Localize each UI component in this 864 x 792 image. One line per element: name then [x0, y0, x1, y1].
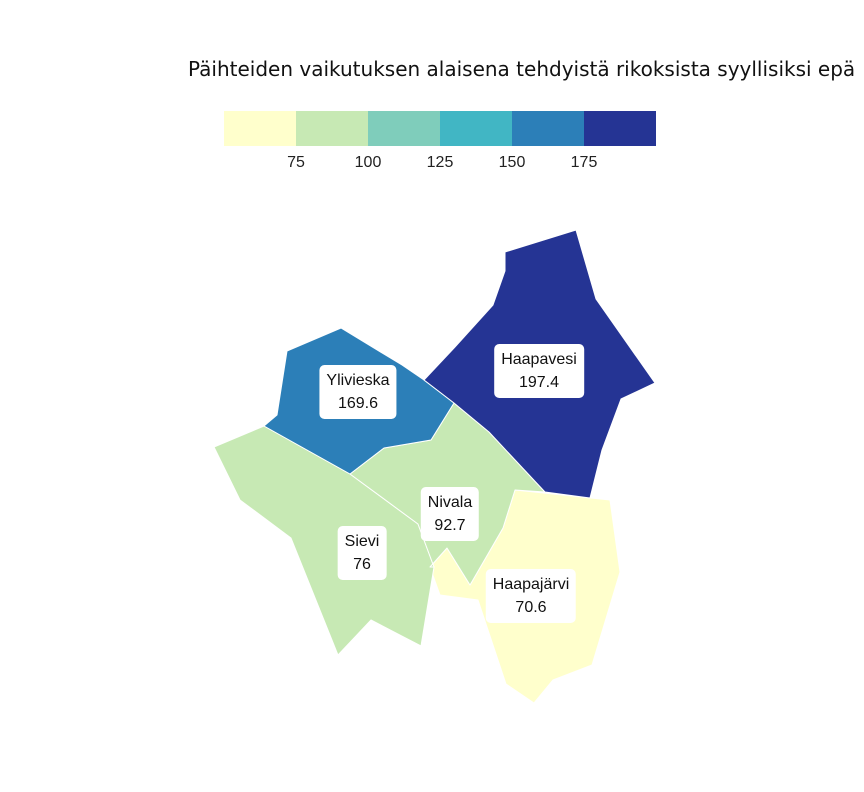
- region-label-haapajarvi: Haapajärvi 70.6: [485, 569, 577, 623]
- region-label-ylivieska: Ylivieska 169.6: [319, 365, 397, 419]
- region-value: 70.6: [515, 599, 547, 616]
- legend-tick-label: 75: [287, 154, 305, 171]
- region-value: 92.7: [434, 517, 466, 534]
- legend-tick-label: 100: [354, 154, 382, 171]
- region-value: 197.4: [518, 374, 560, 391]
- legend-tick-label: 150: [498, 154, 526, 171]
- region-label-nivala: Nivala 92.7: [420, 487, 480, 541]
- region-name: Nivala: [427, 494, 473, 511]
- legend-swatch: [368, 111, 440, 146]
- region-value: 76: [353, 556, 371, 573]
- map-title: Päihteiden vaikutuksen alaisena tehdyist…: [188, 57, 856, 81]
- legend-tick-label: 125: [426, 154, 454, 171]
- legend-swatch: [584, 111, 656, 146]
- legend-swatch: [224, 111, 296, 146]
- legend-swatch: [512, 111, 584, 146]
- region-name: Haapajärvi: [492, 576, 570, 593]
- legend-swatch: [296, 111, 368, 146]
- region-label-haapavesi: Haapavesi 197.4: [494, 344, 584, 398]
- legend-swatch: [440, 111, 512, 146]
- legend-tick-label: 175: [570, 154, 598, 171]
- color-legend: 75 100 125 150 175: [224, 111, 656, 181]
- region-name: Sievi: [344, 533, 380, 550]
- region-name: Ylivieska: [326, 372, 390, 389]
- region-name: Haapavesi: [501, 351, 577, 368]
- region-label-sievi: Sievi 76: [337, 526, 387, 580]
- region-value: 169.6: [337, 395, 379, 412]
